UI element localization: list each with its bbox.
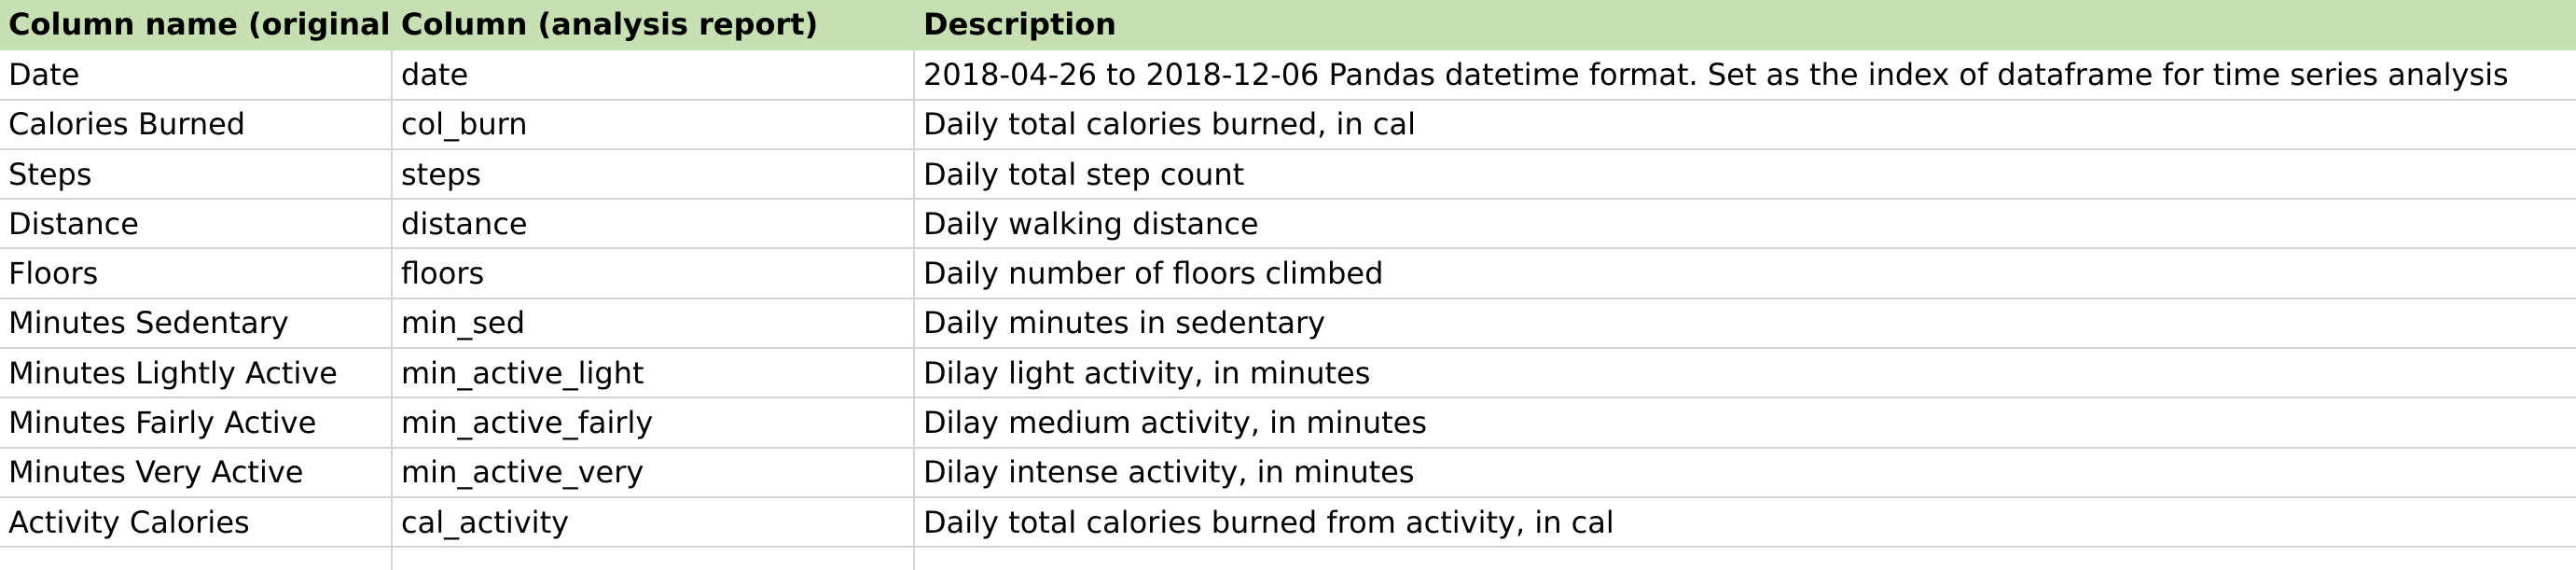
cell-analysis[interactable]: cal_activity — [392, 496, 915, 549]
table-row: Minutes Fairly Active min_active_fairly … — [0, 397, 2576, 449]
header-cell-description[interactable]: Description — [914, 0, 2576, 51]
cell-description[interactable]: Daily total calories burned, in cal — [914, 99, 2576, 150]
empty-cell[interactable] — [392, 547, 915, 570]
cell-original[interactable]: Activity Calories — [0, 496, 393, 549]
table-row: Activity Calories cal_activity Daily tot… — [0, 496, 2576, 549]
cell-original[interactable]: Distance — [0, 199, 393, 250]
cell-description[interactable]: Daily number of floors climbed — [914, 248, 2576, 299]
cell-analysis[interactable]: min_active_fairly — [392, 397, 915, 449]
cell-analysis[interactable]: min_active_light — [392, 348, 915, 399]
cell-description[interactable]: Dilay intense activity, in minutes — [914, 447, 2576, 498]
empty-cell[interactable] — [0, 547, 393, 570]
cell-analysis[interactable]: col_burn — [392, 99, 915, 150]
table-row: Distance distance Daily walking distance — [0, 199, 2576, 250]
cell-original[interactable]: Minutes Very Active — [0, 447, 393, 498]
cell-description[interactable]: Daily total step count — [914, 148, 2576, 201]
table-row: Date date 2018-04-26 to 2018-12-06 Panda… — [0, 49, 2576, 101]
table-row: Floors floors Daily number of floors cli… — [0, 248, 2576, 299]
table-row: Minutes Sedentary min_sed Daily minutes … — [0, 298, 2576, 350]
cell-description[interactable]: Dilay medium activity, in minutes — [914, 397, 2576, 449]
cell-original[interactable]: Steps — [0, 148, 393, 201]
header-cell-analysis[interactable]: Column (analysis report) — [392, 0, 915, 51]
cell-analysis[interactable]: distance — [392, 199, 915, 250]
cell-original[interactable]: Minutes Sedentary — [0, 298, 393, 350]
table-row: Calories Burned col_burn Daily total cal… — [0, 99, 2576, 150]
header-cell-original[interactable]: Column name (original) — [0, 0, 393, 51]
cell-description[interactable]: Daily walking distance — [914, 199, 2576, 250]
table-row: Steps steps Daily total step count — [0, 148, 2576, 201]
empty-cell[interactable] — [914, 547, 2576, 570]
cell-original[interactable]: Floors — [0, 248, 393, 299]
empty-row — [0, 547, 2576, 570]
header-row: Column name (original) Column (analysis … — [0, 0, 2576, 51]
cell-analysis[interactable]: min_active_very — [392, 447, 915, 498]
cell-analysis[interactable]: min_sed — [392, 298, 915, 350]
cell-description[interactable]: Dilay light activity, in minutes — [914, 348, 2576, 399]
cell-analysis[interactable]: floors — [392, 248, 915, 299]
cell-analysis[interactable]: date — [392, 49, 915, 101]
cell-analysis[interactable]: steps — [392, 148, 915, 201]
table-row: Minutes Very Active min_active_very Dila… — [0, 447, 2576, 498]
cell-original[interactable]: Date — [0, 49, 393, 101]
table-row: Minutes Lightly Active min_active_light … — [0, 348, 2576, 399]
cell-original[interactable]: Minutes Lightly Active — [0, 348, 393, 399]
cell-description[interactable]: Daily minutes in sedentary — [914, 298, 2576, 350]
cell-original[interactable]: Calories Burned — [0, 99, 393, 150]
cell-original[interactable]: Minutes Fairly Active — [0, 397, 393, 449]
cell-description[interactable]: 2018-04-26 to 2018-12-06 Pandas datetime… — [914, 49, 2576, 101]
cell-description[interactable]: Daily total calories burned from activit… — [914, 496, 2576, 549]
